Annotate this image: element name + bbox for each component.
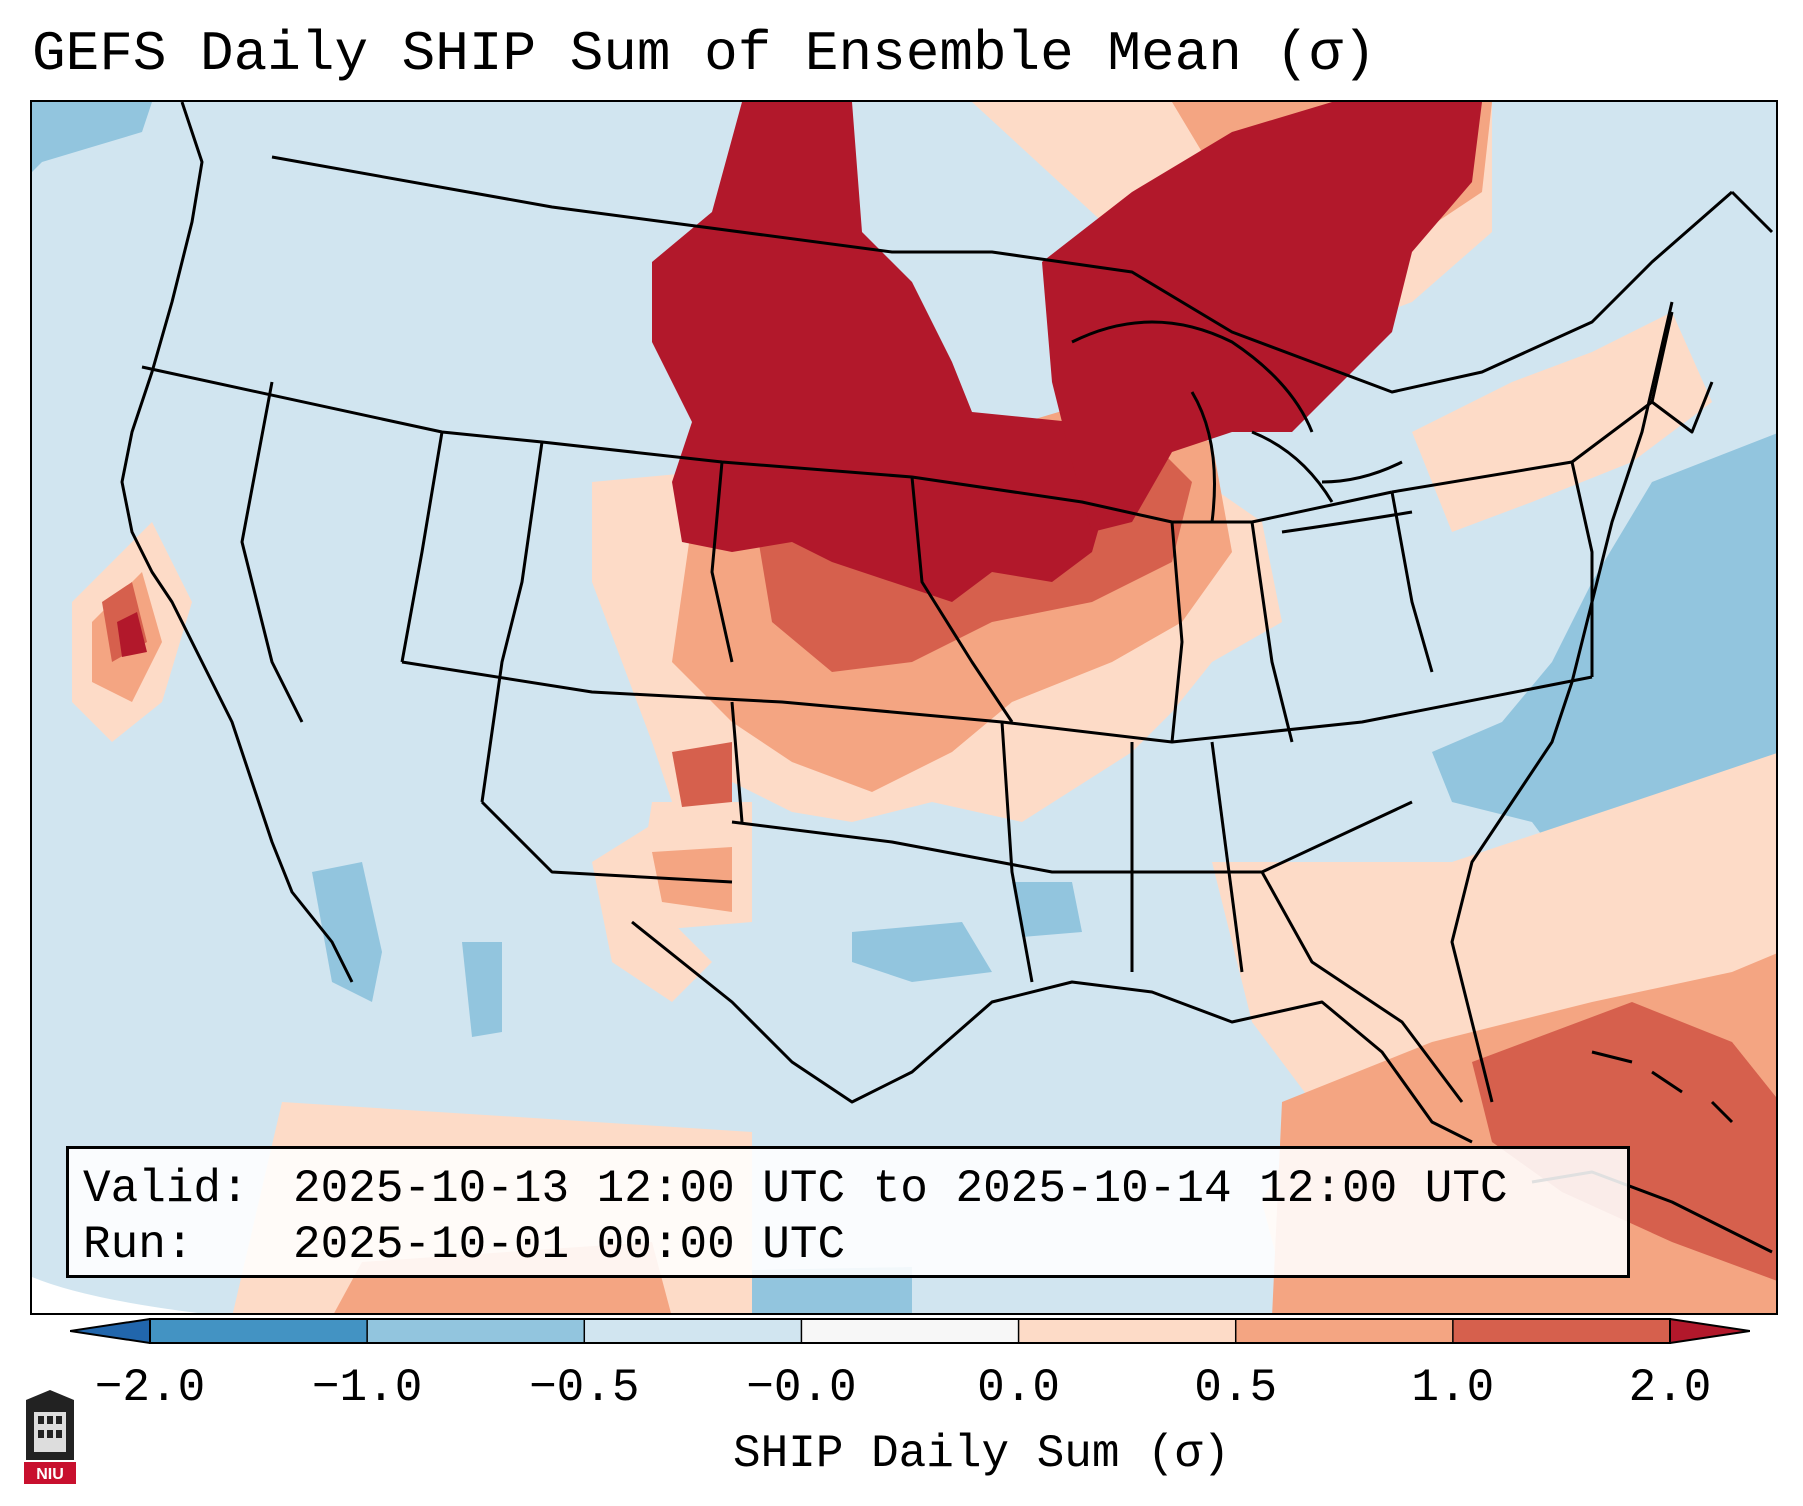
colorbar-tick-label: −1.0 — [311, 1362, 423, 1414]
high-anomaly-nm — [672, 742, 732, 807]
west-coast — [120, 102, 354, 983]
great-lakes — [1071, 320, 1413, 534]
colorbar — [70, 1318, 1750, 1344]
low-anomaly-sw — [462, 942, 502, 1037]
colorbar-tick-label: −0.0 — [746, 1362, 857, 1414]
valid-value: 2025-10-13 12:00 UTC to 2025-10-14 12:00… — [293, 1163, 1508, 1215]
atlantic-coast — [1450, 190, 1774, 1103]
colorbar-tick-label: 0.0 — [977, 1362, 1060, 1414]
state-boundaries — [120, 102, 1774, 1254]
colorbar-extend-high — [1669, 1318, 1750, 1344]
colorbar-segment — [1235, 1319, 1454, 1343]
figure-title: GEFS Daily SHIP Sum of Ensemble Mean (σ) — [32, 22, 1377, 86]
colorbar-tick-label: 0.5 — [1194, 1362, 1278, 1414]
bahamas — [1591, 1050, 1734, 1124]
colorbar-segment — [1018, 1319, 1237, 1343]
colorbar-tick-label: −2.0 — [94, 1362, 206, 1414]
valid-row: Valid: 2025-10-13 12:00 UTC to 2025-10-14… — [83, 1161, 1613, 1217]
colorbar-tick-label: −0.5 — [529, 1362, 640, 1414]
niu-logo-icon: NIU — [24, 1390, 76, 1484]
canada-border — [271, 155, 1733, 394]
high-anomaly-caribbean — [1472, 1002, 1776, 1281]
colorbar-segment — [150, 1319, 368, 1343]
anomaly-map — [32, 102, 1776, 1313]
colorbar-segment — [367, 1319, 585, 1343]
low-anomaly-baja — [312, 862, 382, 1002]
run-label: Run: — [83, 1219, 194, 1271]
low-anomaly-texas — [852, 922, 992, 982]
run-value: 2025-10-01 00:00 UTC — [293, 1219, 846, 1271]
projection-edge-left — [32, 1277, 198, 1313]
logo-text: NIU — [36, 1466, 64, 1483]
gulf-coast — [631, 920, 1473, 1144]
run-row: Run: 2025-10-01 00:00 UTC — [83, 1217, 1613, 1273]
colorbar-tick-label: 1.0 — [1411, 1362, 1495, 1414]
very-high-anomaly-great-lakes — [1042, 102, 1482, 532]
valid-label: Valid: — [83, 1163, 249, 1215]
validity-info-box: Valid: 2025-10-13 12:00 UTC to 2025-10-14… — [66, 1146, 1630, 1278]
map-panel — [30, 100, 1778, 1315]
very-high-anomaly-north-plains — [652, 102, 1112, 602]
colorbar-segment — [584, 1319, 802, 1343]
colorbar-segment — [1452, 1319, 1671, 1343]
colorbar-tick-label: 2.0 — [1628, 1362, 1712, 1414]
colorbar-segment — [801, 1319, 1020, 1343]
very-high-anomaly-ca — [117, 612, 147, 657]
colorbar-extend-low — [70, 1318, 151, 1344]
low-anomaly-nw — [32, 102, 152, 172]
low-anomaly-louisiana — [1012, 882, 1082, 937]
colorbar-title: SHIP Daily Sum (σ) — [733, 1428, 1230, 1480]
